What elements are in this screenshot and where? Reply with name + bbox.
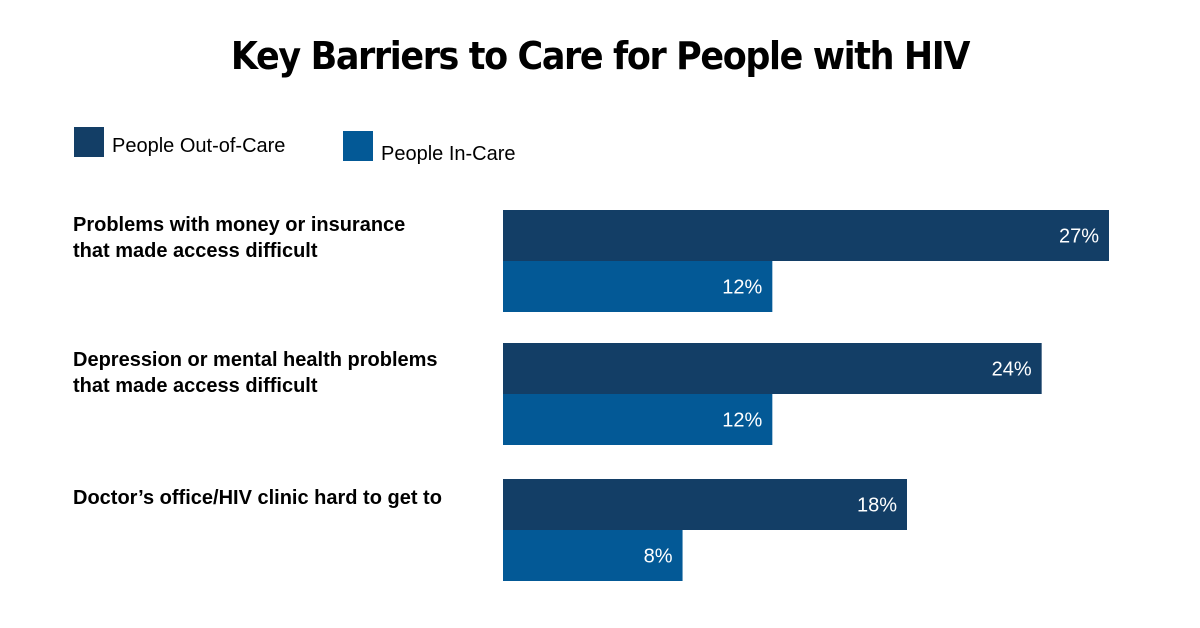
data-label-out-of-care-mental-health: 24% — [992, 359, 1032, 381]
legend-label-out-of-care: People Out-of-Care — [112, 135, 286, 157]
category-label-clinic-access: Doctor’s office/HIV clinic hard to get t… — [73, 485, 442, 511]
category-label-line: that made access difficult — [73, 240, 318, 262]
data-label-in-care-mental-health: 12% — [722, 410, 762, 432]
legend-swatch-in-care — [343, 131, 373, 161]
data-label-in-care-money-insurance: 12% — [722, 277, 762, 299]
data-label-out-of-care-clinic-access: 18% — [857, 495, 897, 517]
bar-out-of-care-mental-health — [503, 343, 1042, 394]
bar-in-care-clinic-access — [503, 530, 683, 581]
category-label-line: that made access difficult — [73, 375, 318, 397]
bar-in-care-money-insurance — [503, 261, 773, 312]
category-label-money-insurance: Problems with money or insurance that ma… — [73, 212, 405, 264]
chart-title: Key Barriers to Care for People with HIV — [230, 34, 970, 78]
legend-swatch-out-of-care — [74, 127, 104, 157]
data-label-in-care-clinic-access: 8% — [644, 546, 673, 568]
bar-out-of-care-money-insurance — [503, 210, 1109, 261]
legend-item-out-of-care: People Out-of-Care — [74, 127, 285, 157]
category-label-mental-health: Depression or mental health problems tha… — [73, 347, 438, 399]
bar-in-care-mental-health — [503, 394, 773, 445]
legend-label-in-care: People In-Care — [381, 143, 516, 165]
category-label-line: Problems with money or insurance — [73, 214, 406, 236]
data-label-out-of-care-money-insurance: 27% — [1059, 226, 1099, 248]
bar-out-of-care-clinic-access — [503, 479, 907, 530]
category-label-line: Depression or mental health problems — [73, 349, 438, 371]
category-label-line: Doctor’s office/HIV clinic hard to get t… — [73, 487, 442, 509]
legend-item-in-care: People In-Care — [343, 131, 516, 165]
